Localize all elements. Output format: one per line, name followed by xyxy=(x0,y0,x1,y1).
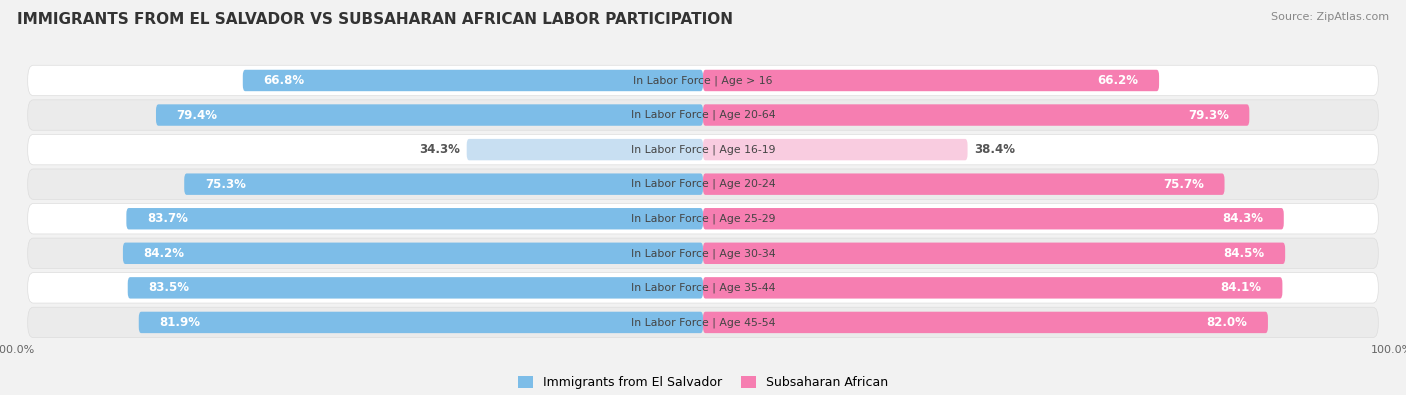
FancyBboxPatch shape xyxy=(703,173,1225,195)
Text: In Labor Force | Age 35-44: In Labor Force | Age 35-44 xyxy=(631,282,775,293)
Text: 83.5%: 83.5% xyxy=(149,281,190,294)
FancyBboxPatch shape xyxy=(703,208,1284,229)
FancyBboxPatch shape xyxy=(128,277,703,299)
FancyBboxPatch shape xyxy=(184,173,703,195)
FancyBboxPatch shape xyxy=(28,100,1378,130)
FancyBboxPatch shape xyxy=(28,203,1378,234)
Text: 66.8%: 66.8% xyxy=(263,74,305,87)
Text: 84.5%: 84.5% xyxy=(1223,247,1264,260)
Text: 81.9%: 81.9% xyxy=(159,316,201,329)
Text: 79.4%: 79.4% xyxy=(177,109,218,122)
FancyBboxPatch shape xyxy=(28,238,1378,269)
Text: In Labor Force | Age 20-24: In Labor Force | Age 20-24 xyxy=(631,179,775,190)
FancyBboxPatch shape xyxy=(703,104,1250,126)
Legend: Immigrants from El Salvador, Subsaharan African: Immigrants from El Salvador, Subsaharan … xyxy=(513,371,893,394)
Text: 34.3%: 34.3% xyxy=(419,143,460,156)
Text: In Labor Force | Age 20-64: In Labor Force | Age 20-64 xyxy=(631,110,775,120)
Text: IMMIGRANTS FROM EL SALVADOR VS SUBSAHARAN AFRICAN LABOR PARTICIPATION: IMMIGRANTS FROM EL SALVADOR VS SUBSAHARA… xyxy=(17,12,733,27)
Text: 82.0%: 82.0% xyxy=(1206,316,1247,329)
Text: In Labor Force | Age 30-34: In Labor Force | Age 30-34 xyxy=(631,248,775,259)
FancyBboxPatch shape xyxy=(28,169,1378,199)
Text: 83.7%: 83.7% xyxy=(148,212,188,225)
FancyBboxPatch shape xyxy=(703,139,967,160)
FancyBboxPatch shape xyxy=(467,139,703,160)
Text: 84.2%: 84.2% xyxy=(143,247,184,260)
Text: In Labor Force | Age 45-54: In Labor Force | Age 45-54 xyxy=(631,317,775,328)
FancyBboxPatch shape xyxy=(703,243,1285,264)
Text: Source: ZipAtlas.com: Source: ZipAtlas.com xyxy=(1271,12,1389,22)
FancyBboxPatch shape xyxy=(28,134,1378,165)
FancyBboxPatch shape xyxy=(703,70,1159,91)
Text: 66.2%: 66.2% xyxy=(1098,74,1139,87)
FancyBboxPatch shape xyxy=(28,273,1378,303)
FancyBboxPatch shape xyxy=(28,65,1378,96)
Text: 84.3%: 84.3% xyxy=(1222,212,1263,225)
Text: 38.4%: 38.4% xyxy=(974,143,1015,156)
Text: 75.3%: 75.3% xyxy=(205,178,246,191)
Text: 79.3%: 79.3% xyxy=(1188,109,1229,122)
FancyBboxPatch shape xyxy=(703,277,1282,299)
FancyBboxPatch shape xyxy=(139,312,703,333)
Text: In Labor Force | Age 25-29: In Labor Force | Age 25-29 xyxy=(631,213,775,224)
Text: In Labor Force | Age > 16: In Labor Force | Age > 16 xyxy=(633,75,773,86)
FancyBboxPatch shape xyxy=(243,70,703,91)
Text: 75.7%: 75.7% xyxy=(1163,178,1204,191)
Text: In Labor Force | Age 16-19: In Labor Force | Age 16-19 xyxy=(631,144,775,155)
FancyBboxPatch shape xyxy=(28,307,1378,338)
FancyBboxPatch shape xyxy=(156,104,703,126)
Text: 84.1%: 84.1% xyxy=(1220,281,1261,294)
FancyBboxPatch shape xyxy=(122,243,703,264)
FancyBboxPatch shape xyxy=(127,208,703,229)
FancyBboxPatch shape xyxy=(703,312,1268,333)
